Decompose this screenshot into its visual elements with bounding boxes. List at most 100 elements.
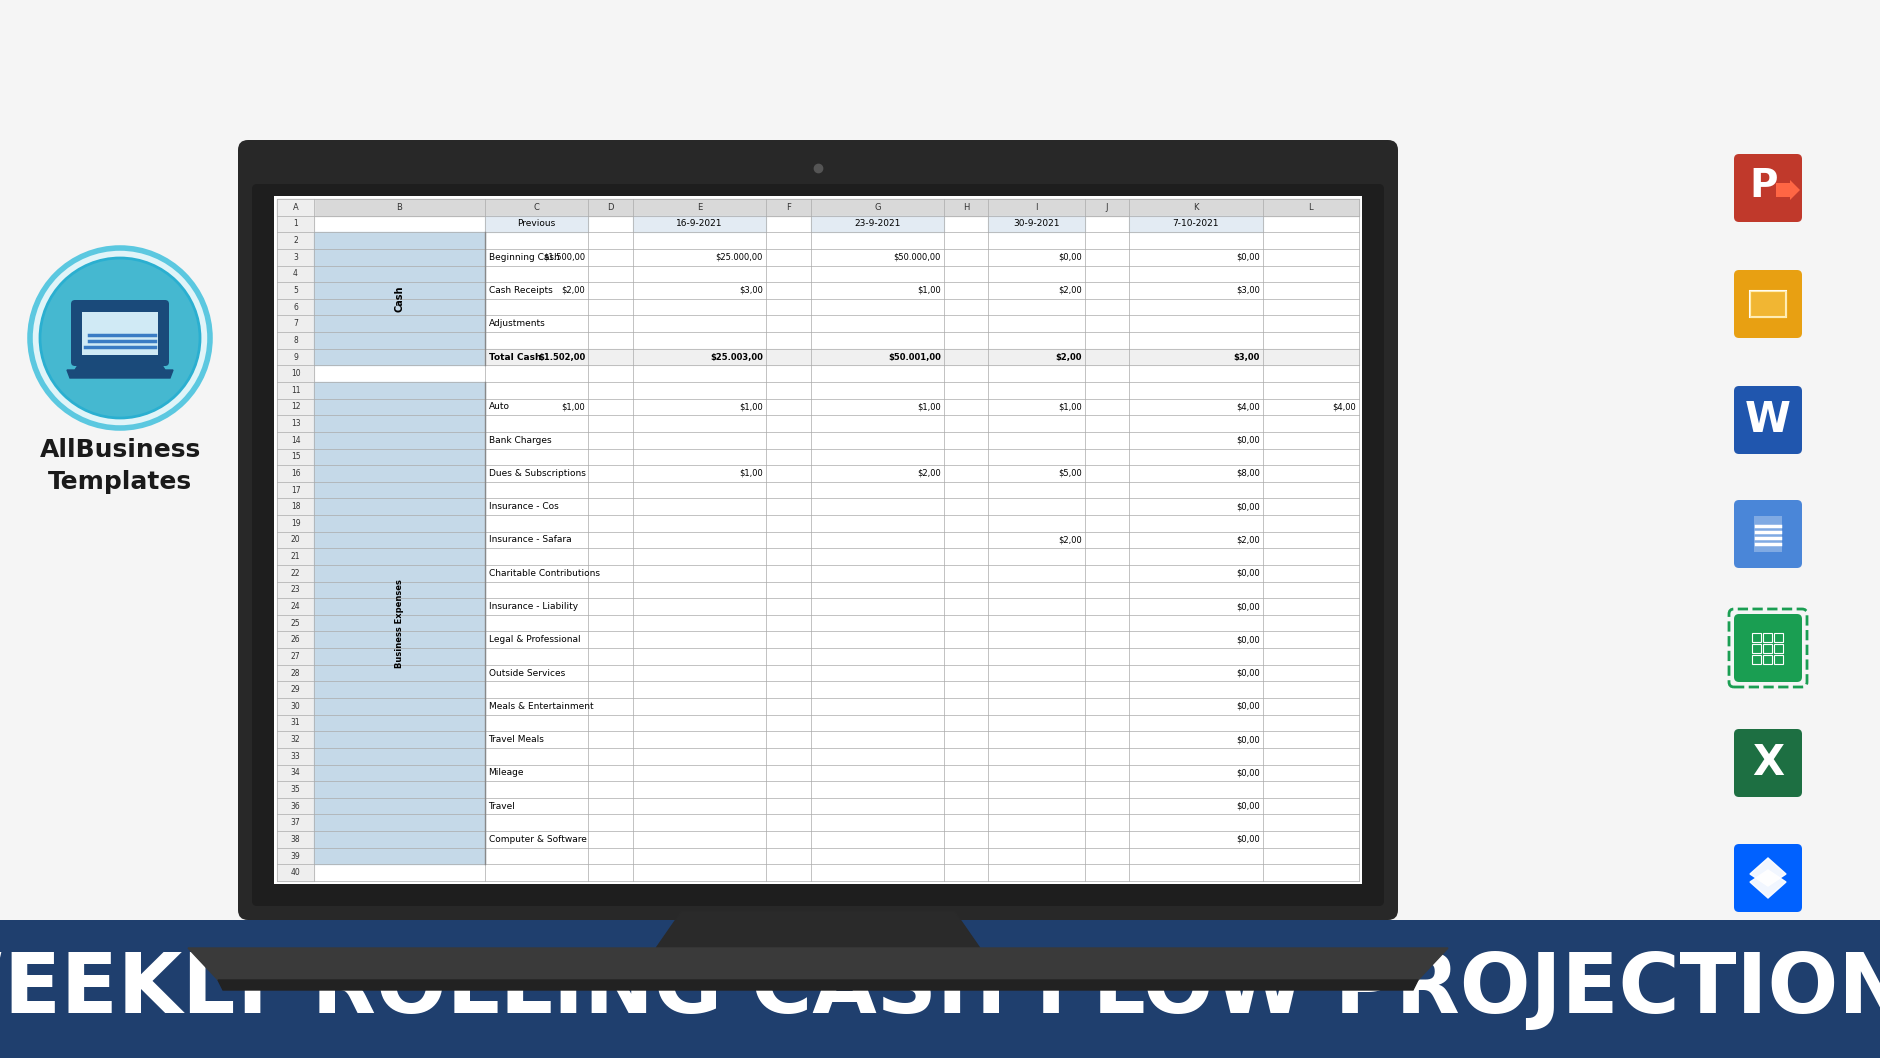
Text: $2,00: $2,00 [1057, 286, 1081, 295]
Text: Insurance - Liability: Insurance - Liability [489, 602, 577, 612]
Polygon shape [1748, 858, 1784, 886]
Text: 6: 6 [293, 303, 297, 312]
Text: 30-9-2021: 30-9-2021 [1013, 219, 1058, 229]
Text: 7: 7 [293, 320, 297, 328]
Text: $0,00: $0,00 [1235, 701, 1260, 711]
FancyBboxPatch shape [1733, 500, 1801, 568]
FancyBboxPatch shape [1733, 614, 1801, 682]
Text: Insurance - Safara: Insurance - Safara [489, 535, 572, 545]
Text: $0,00: $0,00 [1235, 669, 1260, 677]
Ellipse shape [39, 258, 199, 418]
Text: Charitable Contributions: Charitable Contributions [489, 569, 600, 578]
Bar [1750, 633, 1760, 642]
Text: $0,00: $0,00 [1235, 436, 1260, 444]
Text: 17: 17 [291, 486, 301, 494]
Text: Cash: Cash [395, 286, 404, 312]
Text: 22: 22 [291, 569, 301, 578]
Text: G: G [874, 203, 880, 212]
Text: $0,00: $0,00 [1235, 569, 1260, 578]
Text: 8: 8 [293, 335, 297, 345]
Bar [274, 196, 1361, 884]
Bar [1762, 633, 1771, 642]
Bar [1762, 644, 1771, 653]
Text: $50.001,00: $50.001,00 [887, 352, 940, 362]
Text: 38: 38 [291, 835, 301, 844]
Text: $50.000,00: $50.000,00 [893, 253, 940, 261]
Text: AllBusiness
Templates: AllBusiness Templates [39, 438, 201, 494]
FancyBboxPatch shape [1733, 844, 1801, 912]
Text: 39: 39 [291, 852, 301, 860]
Text: 12: 12 [291, 402, 301, 412]
Text: Travel: Travel [489, 802, 515, 810]
Bar [1750, 655, 1760, 664]
Text: 3: 3 [293, 253, 297, 261]
Text: F: F [786, 203, 790, 212]
Text: Computer & Software: Computer & Software [489, 835, 587, 844]
Bar [1773, 655, 1782, 664]
Text: 28: 28 [291, 669, 301, 677]
Text: Business Expenses: Business Expenses [395, 579, 404, 668]
Text: WEEKLY ROLLING CASH FLOW PROJECTIONS: WEEKLY ROLLING CASH FLOW PROJECTIONS [0, 949, 1880, 1029]
Text: 15: 15 [291, 453, 301, 461]
Text: $0,00: $0,00 [1057, 253, 1081, 261]
Text: X: X [1750, 742, 1782, 784]
Text: D: D [607, 203, 613, 212]
Text: $5,00: $5,00 [1057, 469, 1081, 478]
Text: 18: 18 [291, 503, 301, 511]
Text: $25.000,00: $25.000,00 [716, 253, 763, 261]
Text: $2,00: $2,00 [917, 469, 940, 478]
Text: 5: 5 [293, 286, 297, 295]
Ellipse shape [30, 248, 211, 428]
Text: $1,00: $1,00 [739, 469, 763, 478]
Text: 36: 36 [291, 802, 301, 810]
Text: $0,00: $0,00 [1235, 802, 1260, 810]
Polygon shape [68, 370, 173, 378]
FancyBboxPatch shape [252, 184, 1384, 906]
Text: 1: 1 [293, 219, 297, 229]
Text: 23-9-2021: 23-9-2021 [854, 219, 901, 229]
Text: Travel Meals: Travel Meals [489, 735, 543, 744]
FancyBboxPatch shape [1733, 270, 1801, 338]
Text: $1.500,00: $1.500,00 [543, 253, 585, 261]
Text: J: J [1105, 203, 1107, 212]
Text: 13: 13 [291, 419, 301, 428]
Polygon shape [656, 912, 979, 948]
Text: $2,00: $2,00 [1235, 535, 1260, 545]
Polygon shape [218, 980, 1418, 990]
Text: 20: 20 [291, 535, 301, 545]
Text: Dues & Subscriptions: Dues & Subscriptions [489, 469, 585, 478]
Text: $0,00: $0,00 [1235, 602, 1260, 612]
Text: 25: 25 [291, 619, 301, 627]
FancyBboxPatch shape [71, 300, 169, 366]
Text: 35: 35 [291, 785, 301, 794]
Polygon shape [1748, 870, 1784, 898]
Text: Auto: Auto [489, 402, 509, 412]
Text: Insurance - Cos: Insurance - Cos [489, 503, 558, 511]
Text: P: P [1748, 167, 1777, 205]
Polygon shape [188, 948, 1448, 980]
Text: 16-9-2021: 16-9-2021 [675, 219, 722, 229]
Text: $4,00: $4,00 [1331, 402, 1355, 412]
Text: $0,00: $0,00 [1235, 503, 1260, 511]
Text: I: I [1034, 203, 1038, 212]
Text: 23: 23 [291, 585, 301, 595]
Text: W: W [1745, 399, 1790, 441]
Text: 34: 34 [291, 768, 301, 778]
Text: $4,00: $4,00 [1235, 402, 1260, 412]
Text: $0,00: $0,00 [1235, 735, 1260, 744]
Text: Bank Charges: Bank Charges [489, 436, 551, 444]
Bar [1752, 516, 1780, 552]
Text: $1,00: $1,00 [1057, 402, 1081, 412]
Text: Total Cash: Total Cash [489, 352, 541, 362]
Text: Outside Services: Outside Services [489, 669, 564, 677]
FancyBboxPatch shape [1733, 154, 1801, 222]
Bar [83, 312, 158, 355]
Bar [1773, 644, 1782, 653]
Text: $3,00: $3,00 [1233, 352, 1260, 362]
Text: 31: 31 [291, 718, 301, 728]
Text: $1,00: $1,00 [562, 402, 585, 412]
Polygon shape [1748, 291, 1784, 317]
Text: $1,00: $1,00 [917, 402, 940, 412]
Text: 19: 19 [291, 518, 301, 528]
Text: 37: 37 [291, 818, 301, 827]
